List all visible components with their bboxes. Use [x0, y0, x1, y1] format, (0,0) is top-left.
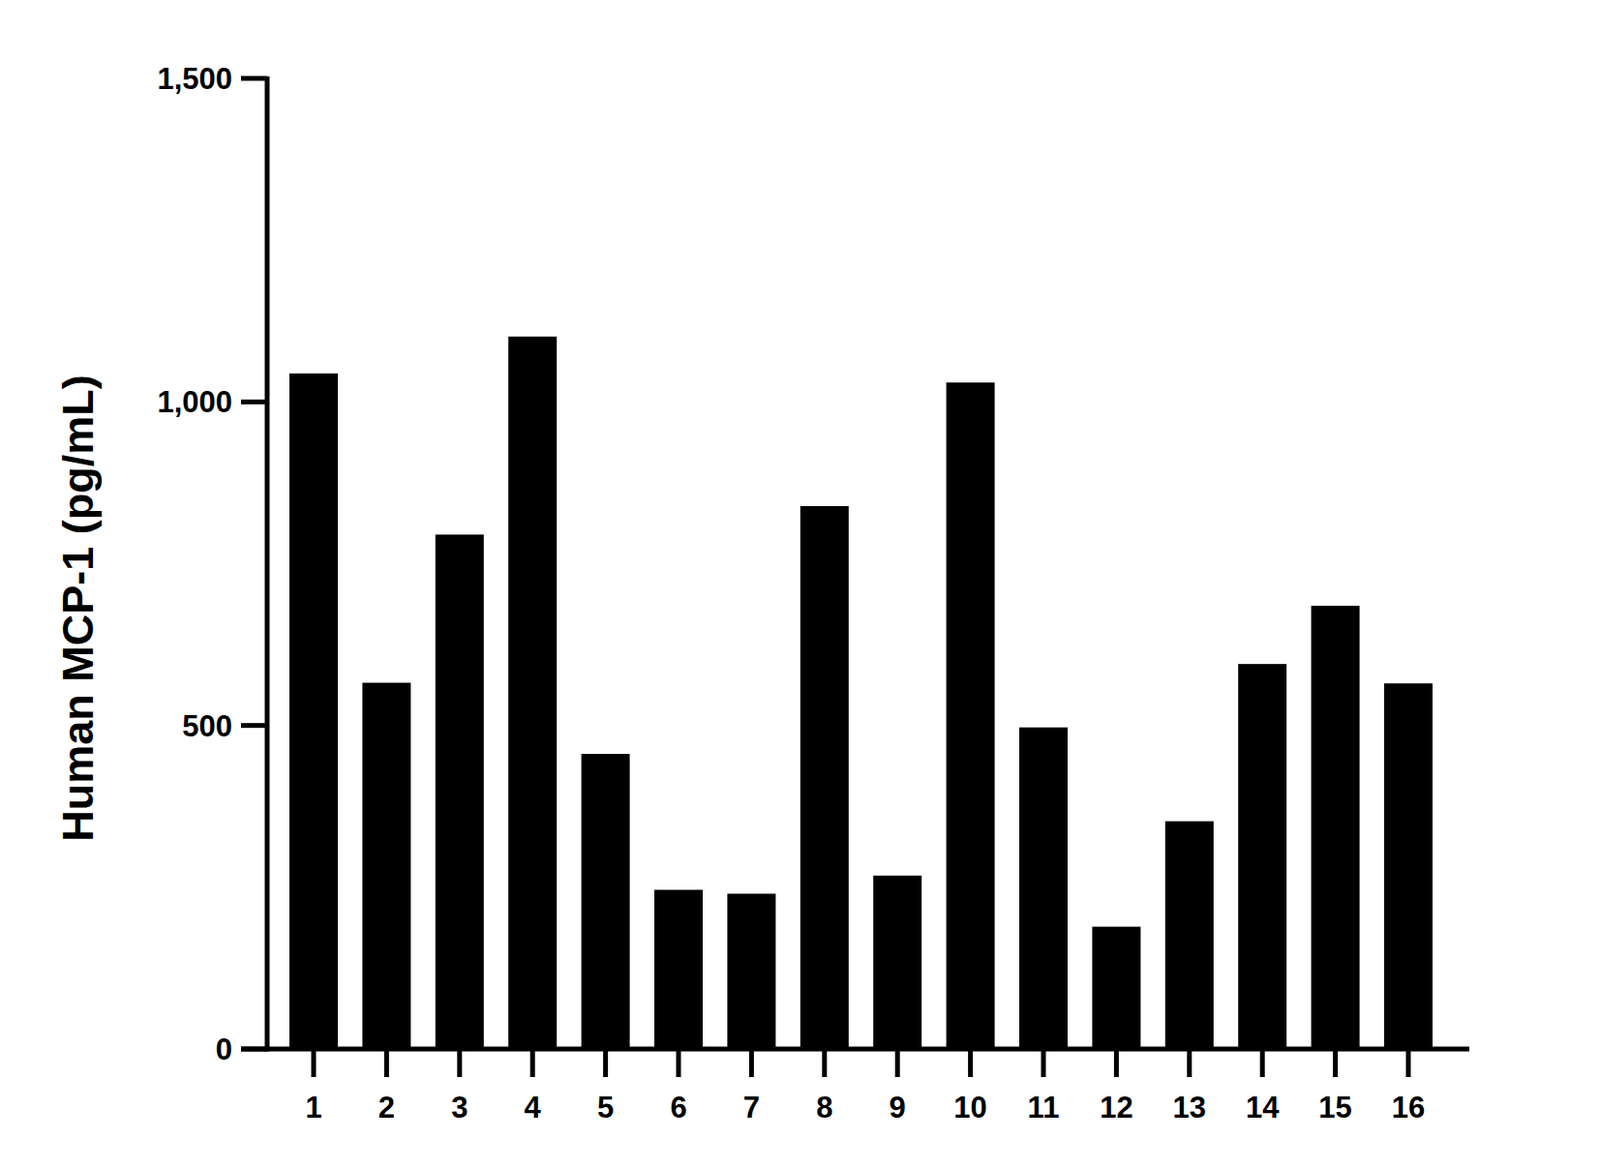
x-tick-label: 9	[889, 1090, 906, 1125]
x-tick	[1114, 1049, 1119, 1078]
y-tick-label: 1,000	[156, 385, 233, 420]
bar	[508, 336, 557, 1050]
x-tick-label: 6	[669, 1090, 687, 1125]
y-tick-label: 0	[215, 1032, 233, 1067]
x-tick-label: 3	[451, 1090, 468, 1125]
x-tick-label: 8	[815, 1090, 833, 1125]
x-tick	[749, 1049, 755, 1078]
x-tick	[311, 1049, 317, 1078]
x-tick	[676, 1049, 682, 1078]
x-tick	[967, 1049, 973, 1078]
x-tick-label: 10	[953, 1090, 987, 1125]
bar	[289, 373, 338, 1050]
bar	[1237, 664, 1287, 1050]
bar	[1311, 605, 1360, 1050]
y-tick	[241, 76, 268, 82]
y-tick-label: 1,500	[156, 61, 233, 96]
x-tick	[1041, 1049, 1047, 1078]
x-tick	[821, 1049, 827, 1078]
x-tick-label: 14	[1245, 1090, 1280, 1125]
x-tick	[1186, 1049, 1192, 1078]
x-tick-label: 1	[304, 1090, 322, 1125]
bar	[435, 534, 484, 1050]
x-tick-label: 5	[597, 1090, 614, 1125]
y-tick	[241, 1047, 268, 1053]
bar	[654, 890, 703, 1050]
x-tick	[895, 1049, 901, 1078]
bar	[873, 875, 922, 1050]
x-tick	[456, 1049, 462, 1078]
y-tick-label: 500	[181, 709, 233, 744]
x-tick-label: 16	[1391, 1090, 1425, 1125]
bars	[289, 336, 1433, 1050]
x-tick-label: 11	[1027, 1090, 1060, 1125]
y-axis-title: Human MCP-1 (pg/mL)	[53, 374, 103, 842]
y-tick	[241, 723, 268, 728]
bar	[946, 382, 996, 1050]
x-tick	[1406, 1049, 1412, 1078]
x-tick-label: 4	[524, 1090, 543, 1125]
x-tick	[1332, 1049, 1338, 1078]
bar	[1091, 927, 1141, 1050]
x-tick-label: 12	[1099, 1090, 1133, 1125]
y-axis	[265, 76, 271, 1053]
bar	[1384, 683, 1433, 1050]
y-tick	[241, 399, 268, 405]
bar	[581, 754, 631, 1050]
x-tick	[530, 1049, 536, 1078]
x-tick-label: 15	[1318, 1090, 1352, 1125]
x-tick	[603, 1049, 608, 1078]
x-tick	[384, 1049, 390, 1078]
chart: 05001,0001,50012345678910111213141516Hum…	[0, 0, 1600, 1169]
x-tick-label: 7	[743, 1090, 760, 1125]
x-tick-label: 13	[1173, 1090, 1207, 1125]
x-axis	[241, 1047, 1470, 1053]
x-tick	[1260, 1049, 1266, 1078]
bar	[362, 683, 411, 1050]
bar	[1019, 727, 1068, 1050]
x-tick-label: 2	[378, 1090, 395, 1125]
bar	[1165, 821, 1214, 1050]
bar	[800, 506, 849, 1050]
bar	[726, 894, 776, 1050]
